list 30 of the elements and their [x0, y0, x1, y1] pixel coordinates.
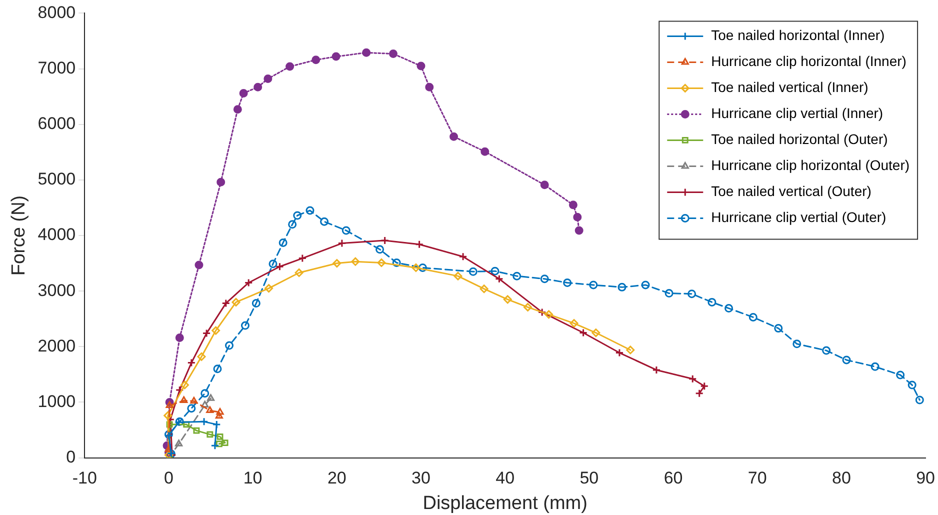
- y-axis-title: Force (N): [8, 195, 30, 276]
- x-tick-label: 90: [916, 468, 936, 488]
- x-tick-label: 60: [664, 468, 683, 488]
- y-tick-label: 5000: [38, 170, 76, 189]
- y-tick-label: 4000: [38, 225, 76, 244]
- y-tick-label: 1000: [38, 392, 76, 411]
- x-tick-label: 10: [243, 468, 262, 488]
- x-axis-title: Displacement (mm): [422, 492, 588, 514]
- x-tick-label: 30: [412, 468, 430, 488]
- x-tick-label: -10: [72, 468, 97, 488]
- x-tick-label: 80: [832, 468, 851, 488]
- x-tick-label: 0: [164, 468, 174, 488]
- x-tick-label: 40: [496, 468, 515, 488]
- x-tick-label: 50: [580, 468, 599, 488]
- y-tick-label: 0: [66, 447, 76, 466]
- legend-label: Toe nailed vertical (Outer): [711, 183, 872, 200]
- legend-label: Toe nailed horizontal (Inner): [711, 27, 885, 44]
- y-tick-label: 6000: [38, 114, 76, 134]
- y-tick-label: 2000: [38, 336, 76, 356]
- legend-label: Hurricane clip horizontal (Outer): [711, 157, 910, 174]
- legend-label: Toe nailed horizontal (Outer): [711, 131, 888, 148]
- y-tick-label: 7000: [38, 58, 76, 78]
- legend-label: Hurricane clip vertial (Inner): [711, 105, 884, 122]
- y-tick-label: 3000: [38, 280, 76, 300]
- legend-label: Hurricane clip vertial (Outer): [711, 209, 886, 226]
- legend-label: Hurricane clip horizontal (Inner): [711, 53, 906, 70]
- x-tick-label: 70: [748, 468, 767, 488]
- y-tick-label: 8000: [38, 2, 76, 22]
- legend-label: Toe nailed vertical (Inner): [711, 79, 868, 96]
- x-tick-label: 20: [327, 468, 346, 488]
